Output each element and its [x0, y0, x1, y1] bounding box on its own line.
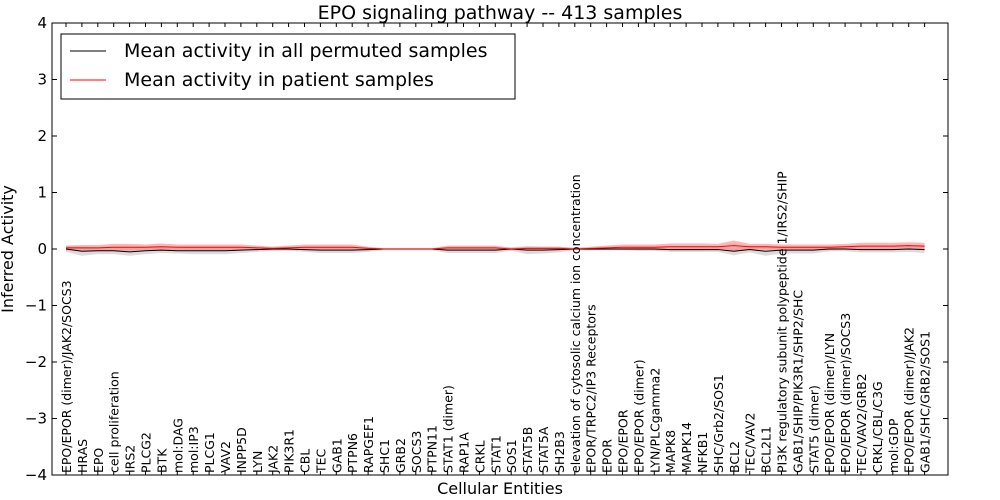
category-label: PLCG2 — [139, 432, 154, 473]
category-label: SHC/Grb2/SOS1 — [711, 374, 726, 473]
category-label: CRKL/CBL/C3G — [870, 381, 885, 473]
permuted-mean-line — [65, 248, 925, 253]
plot-area: −4 −3 −2 −1 0 1 2 3 4 EPO/EPOR (dimer)/JAK2/SOCS3… — [25, 14, 949, 484]
y-tick-label: 4 — [37, 14, 47, 32]
legend-box — [60, 33, 516, 100]
category-label: EPO — [91, 448, 106, 473]
category-label: SHC1 — [377, 439, 392, 473]
category-label: JAK2 — [266, 445, 281, 474]
category-label: PTPN6 — [345, 433, 360, 473]
category-label: MAPK14 — [679, 422, 694, 473]
category-label: NFKB1 — [695, 432, 710, 473]
category-label: STAT5A — [536, 426, 551, 473]
category-label: CRKL — [472, 440, 487, 473]
category-label: PLCG1 — [202, 432, 217, 473]
category-label: mol:DAG — [170, 418, 185, 473]
category-label: EPO/EPOR — [616, 409, 631, 473]
y-tick-label: 2 — [37, 127, 47, 145]
legend: Mean activity in all permuted samples Mea… — [60, 33, 516, 100]
legend-label-permuted: Mean activity in all permuted samples — [124, 40, 487, 62]
category-label: STAT1 — [488, 435, 503, 473]
category-label: LYN — [250, 451, 265, 473]
category-label: EPO/EPOR (dimer)/JAK2 — [902, 327, 917, 473]
category-label: GRB2 — [393, 438, 408, 473]
y-tick-label: 3 — [37, 71, 47, 89]
category-label: VAV2 — [218, 441, 233, 473]
category-label: MAPK8 — [663, 430, 678, 473]
category-label: RAP1A — [457, 432, 472, 473]
category-label: mol:IP3 — [186, 426, 201, 473]
category-label: TEC — [313, 448, 328, 474]
category-label: SOS1 — [504, 439, 519, 473]
category-label: BCL2 — [727, 441, 742, 473]
category-label: STAT5B — [520, 427, 535, 473]
category-label: PIK3R1 — [282, 429, 297, 473]
category-label: mol:GDP — [886, 418, 901, 473]
category-label: EPO/EPOR (dimer)/JAK2/SOCS3 — [59, 280, 74, 473]
category-label: LYN/PLCgamma2 — [647, 368, 662, 473]
category-label: GAB1/SHIP/PIK3R1/SHP2/SHC — [790, 290, 805, 473]
category-label: GAB1/SHC/GRB2/SOS1 — [918, 331, 933, 473]
category-label: RAPGEF1 — [361, 416, 376, 473]
category-label: BTK — [154, 448, 169, 473]
legend-label-patient: Mean activity in patient samples — [124, 69, 434, 91]
category-label: TEC/VAV2/GRB2 — [854, 373, 869, 474]
category-label: cell proliferation — [107, 371, 122, 473]
y-tick-label: 1 — [37, 184, 47, 202]
category-label: EPO/EPOR (dimer) — [631, 359, 646, 473]
category-label: STAT5 (dimer) — [806, 385, 821, 473]
category-label: STAT1 (dimer) — [441, 385, 456, 473]
category-label: SOCS3 — [409, 431, 424, 473]
category-label: HRAS — [75, 439, 90, 473]
category-label: BCL2L1 — [759, 426, 774, 473]
category-label: elevation of cytosolic calcium ion conce… — [568, 174, 583, 473]
patient-mean-line — [66, 245, 925, 250]
y-tick-label: −3 — [25, 410, 47, 428]
category-label: EPOR/TRPC2/IP3 Receptors — [584, 304, 599, 473]
y-tick-label: −2 — [25, 353, 47, 371]
category-label: IRS2 — [123, 445, 138, 473]
category-label: EPO/EPOR (dimer)/SOCS3 — [838, 313, 853, 473]
category-label: EPO/EPOR (dimer)/LYN — [822, 333, 837, 473]
y-tick-label: 0 — [37, 240, 47, 258]
y-tick-label: −4 — [25, 466, 47, 484]
category-label: PI3K regulatory subunit polypeptide 1/IR… — [775, 171, 790, 473]
category-label: TEC/VAV2 — [743, 413, 758, 474]
category-label: SH2B3 — [552, 431, 567, 473]
y-axis-label: Inferred Activity — [0, 185, 17, 313]
category-label: INPP5D — [234, 427, 249, 473]
category-label: PTPN11 — [425, 425, 440, 473]
category-label: CBL — [298, 449, 313, 473]
chart-title: EPO signaling pathway -- 413 samples — [318, 2, 683, 24]
category-label: EPOR — [600, 439, 615, 473]
category-label: GAB1 — [329, 438, 344, 473]
x-axis-label: Cellular Entities — [437, 479, 563, 498]
y-tick-label: −1 — [25, 297, 47, 315]
